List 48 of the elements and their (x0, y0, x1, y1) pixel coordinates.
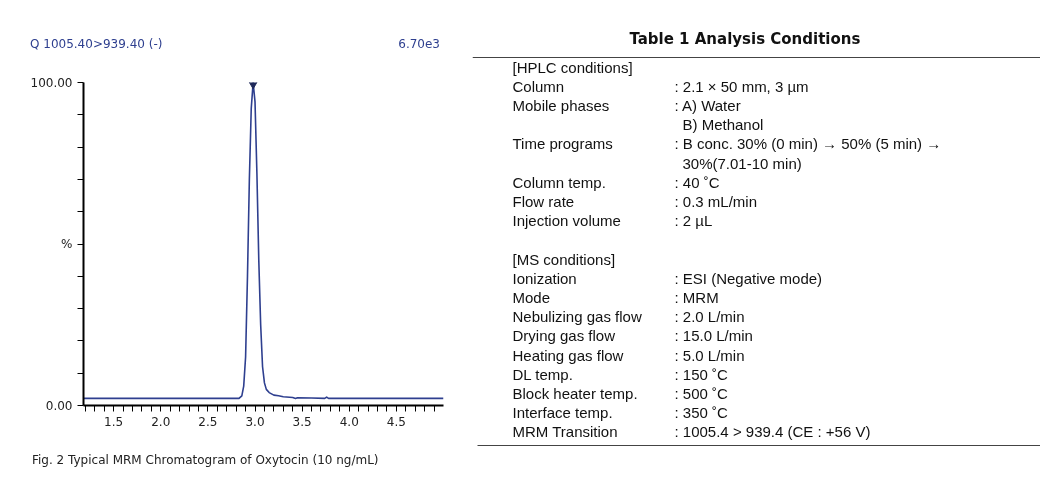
category-label: Column temp. (512, 173, 606, 191)
text: : 500 ˚C (674, 384, 729, 402)
text: : 0.3 mL/min (674, 192, 758, 210)
text: Table 1 Analysis Conditions (629, 29, 861, 48)
category-label: Time programs (512, 135, 613, 153)
category-label: Column (512, 77, 565, 95)
text: : 1005.4 > 939.4 (CE : +56 V) (674, 423, 871, 441)
category-label: Block heater temp. (512, 384, 638, 402)
text: : B conc. 30% (0 min) → 50% (5 min) → (674, 135, 942, 153)
category-label: Mobile phases (512, 96, 610, 114)
category-label: Injection volume (512, 212, 621, 230)
category-label: Nebulizing gas flow (512, 308, 642, 326)
category-label: Flow rate (512, 192, 575, 210)
text: : 150 ˚C (674, 365, 729, 383)
caption: Fig. 2 Typical MRM Chromatogram of Oxytocin (10 ng/mL) (32, 452, 379, 469)
text: : 2.0 L/min (674, 308, 745, 326)
category-label: [HPLC conditions] (512, 58, 633, 76)
category-label: Drying gas flow (512, 327, 616, 345)
category-label: Mode (512, 288, 551, 306)
y-tick-label: 0.00 (45, 398, 73, 413)
text: : MRM (674, 288, 719, 306)
x-tick-label: 4.0 (339, 414, 359, 429)
category-label: [MS conditions] (512, 250, 616, 268)
text: : 2.1 × 50 mm, 3 µm (674, 77, 809, 95)
text: Q 1005.40>939.40 (-) (30, 36, 163, 53)
text: : 350 ˚C (674, 404, 729, 422)
x-tick-label: 2.0 (151, 414, 171, 429)
text: : 40 ˚C (674, 173, 720, 191)
text: : 2 µL (674, 212, 713, 230)
text: 30%(7.01-10 min) (682, 154, 802, 172)
text: : 15.0 L/min (674, 327, 753, 345)
text: : A) Water (674, 96, 741, 114)
category-label: Ionization (512, 269, 577, 287)
text: B) Methanol (682, 116, 764, 134)
category-label: Heating gas flow (512, 346, 624, 364)
x-tick-label: 1.5 (104, 414, 124, 429)
text: : 5.0 L/min (674, 346, 745, 364)
text: : ESI (Negative mode) (674, 269, 823, 287)
x-tick-label: 3.0 (245, 414, 265, 429)
x-tick-label: 3.5 (292, 414, 312, 429)
text: 6.70e3 (398, 36, 440, 53)
x-tick-label: 4.5 (386, 414, 406, 429)
category-label: Interface temp. (512, 404, 613, 422)
x-tick-label: 2.5 (198, 414, 218, 429)
category-label: DL temp. (512, 365, 573, 383)
category-label: MRM Transition (512, 423, 618, 441)
y-tick-label: 100.00 (30, 75, 73, 90)
y-tick-label: % (61, 237, 73, 251)
